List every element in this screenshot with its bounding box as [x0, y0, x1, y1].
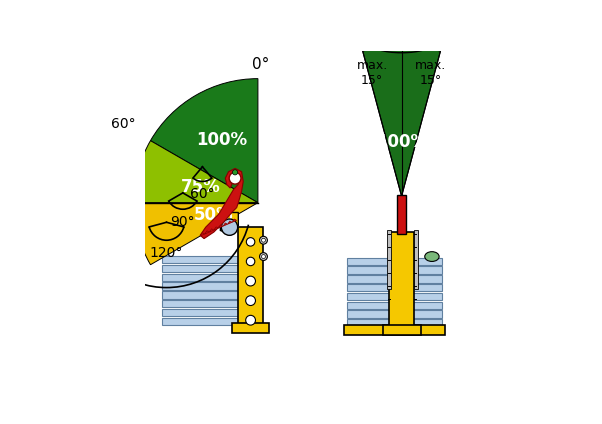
Wedge shape [134, 141, 258, 203]
FancyBboxPatch shape [387, 231, 391, 289]
FancyBboxPatch shape [161, 291, 241, 298]
FancyBboxPatch shape [347, 301, 442, 309]
Wedge shape [150, 78, 258, 203]
FancyBboxPatch shape [347, 319, 442, 327]
Polygon shape [209, 229, 214, 232]
Circle shape [246, 315, 255, 325]
Polygon shape [232, 219, 237, 222]
Text: 100%: 100% [196, 131, 247, 150]
Circle shape [261, 238, 265, 242]
Circle shape [261, 254, 265, 259]
FancyBboxPatch shape [347, 275, 442, 283]
FancyBboxPatch shape [347, 310, 442, 318]
Circle shape [229, 172, 241, 184]
Text: 90°: 90° [170, 215, 195, 229]
FancyBboxPatch shape [161, 318, 241, 325]
Wedge shape [134, 203, 258, 265]
Circle shape [246, 276, 255, 286]
Text: max.
15°: max. 15° [356, 59, 388, 87]
FancyBboxPatch shape [347, 293, 442, 300]
Text: 75%: 75% [181, 179, 221, 196]
Circle shape [232, 170, 238, 175]
Polygon shape [200, 168, 243, 239]
Circle shape [259, 236, 267, 244]
FancyBboxPatch shape [344, 325, 445, 335]
FancyBboxPatch shape [161, 300, 241, 307]
Circle shape [246, 296, 255, 306]
Text: 120°: 120° [150, 246, 183, 260]
FancyBboxPatch shape [389, 232, 414, 327]
Text: 50%: 50% [194, 206, 234, 223]
FancyBboxPatch shape [383, 325, 421, 335]
Polygon shape [220, 212, 238, 234]
FancyBboxPatch shape [161, 256, 241, 263]
Circle shape [222, 219, 238, 235]
Circle shape [246, 257, 255, 266]
Circle shape [246, 237, 255, 246]
FancyBboxPatch shape [347, 257, 442, 265]
Polygon shape [200, 233, 205, 236]
Polygon shape [228, 221, 232, 224]
FancyBboxPatch shape [161, 265, 241, 272]
FancyBboxPatch shape [161, 273, 241, 281]
FancyBboxPatch shape [161, 282, 241, 290]
FancyBboxPatch shape [397, 195, 406, 234]
Text: 0°: 0° [252, 57, 270, 72]
Circle shape [259, 253, 267, 260]
FancyBboxPatch shape [161, 309, 241, 316]
Text: 60°: 60° [190, 187, 215, 201]
Polygon shape [219, 225, 223, 228]
Polygon shape [205, 231, 209, 234]
Polygon shape [214, 227, 219, 230]
Text: 100%: 100% [376, 133, 427, 151]
FancyBboxPatch shape [347, 284, 442, 291]
Polygon shape [223, 223, 228, 226]
FancyBboxPatch shape [414, 231, 418, 289]
FancyBboxPatch shape [232, 324, 269, 333]
Text: 60°: 60° [111, 117, 136, 131]
Polygon shape [362, 46, 441, 196]
FancyBboxPatch shape [238, 227, 263, 325]
FancyBboxPatch shape [347, 266, 442, 274]
Text: max.
15°: max. 15° [415, 59, 447, 87]
Ellipse shape [425, 252, 439, 262]
